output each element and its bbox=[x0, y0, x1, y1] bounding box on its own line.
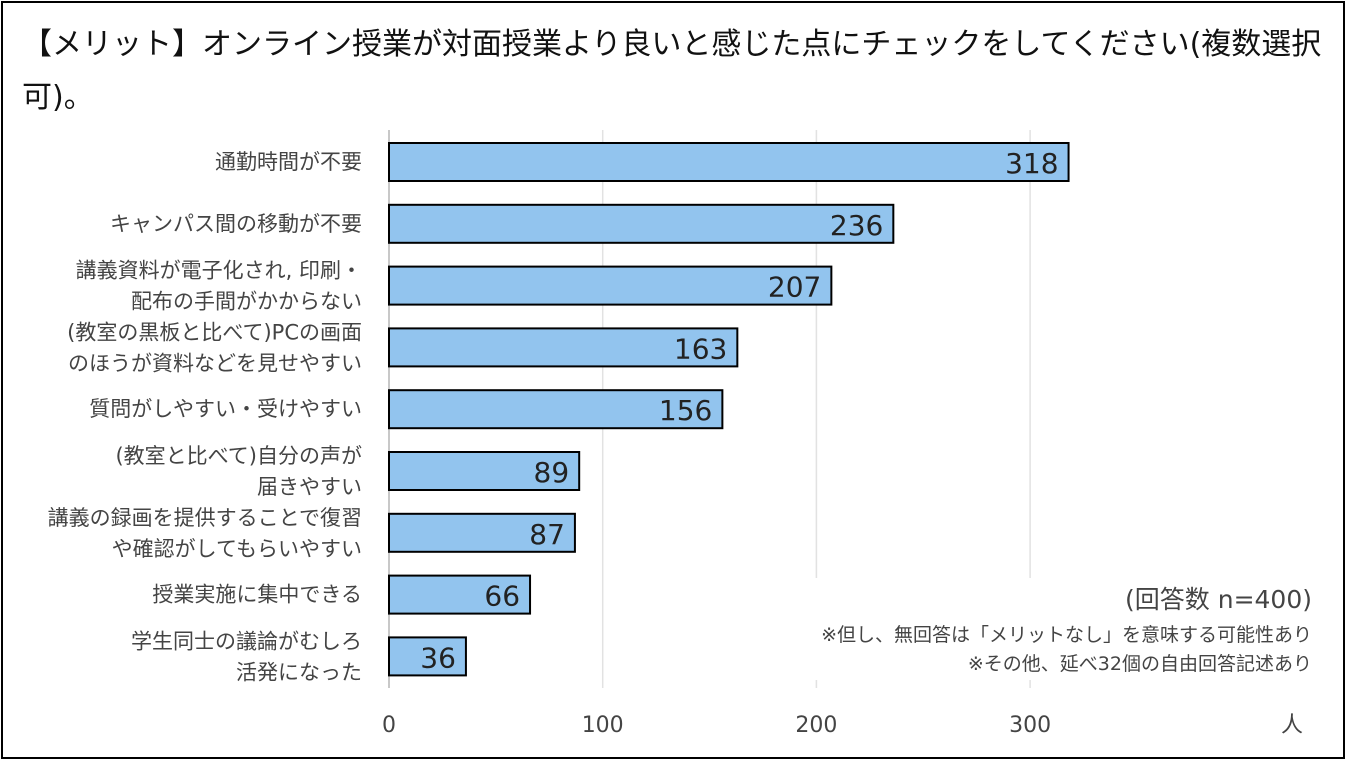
category-label: 質問がしやすい・受けやすい bbox=[89, 397, 362, 421]
bar bbox=[388, 203, 895, 244]
category-label: 学生同士の議論がむしろ bbox=[131, 629, 362, 653]
category-label: 配布の手間がかからない bbox=[131, 290, 362, 314]
data-label: 318 bbox=[1005, 147, 1058, 180]
category-label: 授業実施に集中できる bbox=[152, 583, 362, 607]
annotation-background bbox=[700, 578, 1320, 680]
chart-title: 【メリット】オンライン授業が対面授業より良いと感じた点にチェックをしてください(… bbox=[22, 27, 1322, 115]
category-label: 活発になった bbox=[236, 660, 362, 684]
category-label: 通勤時間が不要 bbox=[215, 150, 362, 174]
data-label: 236 bbox=[830, 209, 883, 242]
bar bbox=[388, 327, 739, 368]
x-tick-label: 200 bbox=[795, 713, 837, 738]
bar bbox=[388, 512, 576, 553]
category-label: (教室と比べて)自分の声が bbox=[115, 444, 362, 468]
bar bbox=[388, 451, 581, 491]
bar bbox=[388, 389, 724, 430]
category-label: キャンパス間の移動が不要 bbox=[110, 212, 362, 236]
x-tick-label: 300 bbox=[1009, 713, 1051, 738]
bar bbox=[388, 142, 1070, 182]
category-label: 届きやすい bbox=[257, 475, 362, 499]
annotation-note: ※その他、延べ32個の自由回答記述あり bbox=[968, 653, 1312, 675]
category-label: (教室の黒板と比べて)PCの画面 bbox=[67, 320, 362, 344]
category-label: や確認がしてもらいやすい bbox=[112, 537, 362, 561]
x-tick-label: 100 bbox=[582, 713, 624, 738]
data-label: 36 bbox=[420, 641, 456, 674]
data-label: 156 bbox=[659, 394, 712, 427]
data-label: 66 bbox=[484, 580, 520, 613]
x-tick-label: 0 bbox=[382, 713, 396, 738]
bar bbox=[388, 265, 833, 306]
category-label: 講義の録画を提供することで復習 bbox=[48, 506, 362, 530]
data-label: 87 bbox=[529, 518, 565, 551]
annotation-sample-size: (回答数 n=400) bbox=[1125, 585, 1312, 614]
x-axis-unit: 人 bbox=[1281, 713, 1303, 738]
category-label: のほうが資料などを見せやすい bbox=[68, 351, 362, 375]
data-label: 163 bbox=[674, 332, 727, 365]
data-label: 207 bbox=[768, 271, 821, 304]
annotation-note: ※但し、無回答は「メリットなし」を意味する可能性あり bbox=[821, 624, 1312, 646]
category-label: 講義資料が電子化され, 印刷・ bbox=[76, 259, 362, 283]
data-label: 89 bbox=[534, 456, 570, 489]
bar bbox=[388, 636, 467, 677]
bar bbox=[388, 574, 532, 615]
